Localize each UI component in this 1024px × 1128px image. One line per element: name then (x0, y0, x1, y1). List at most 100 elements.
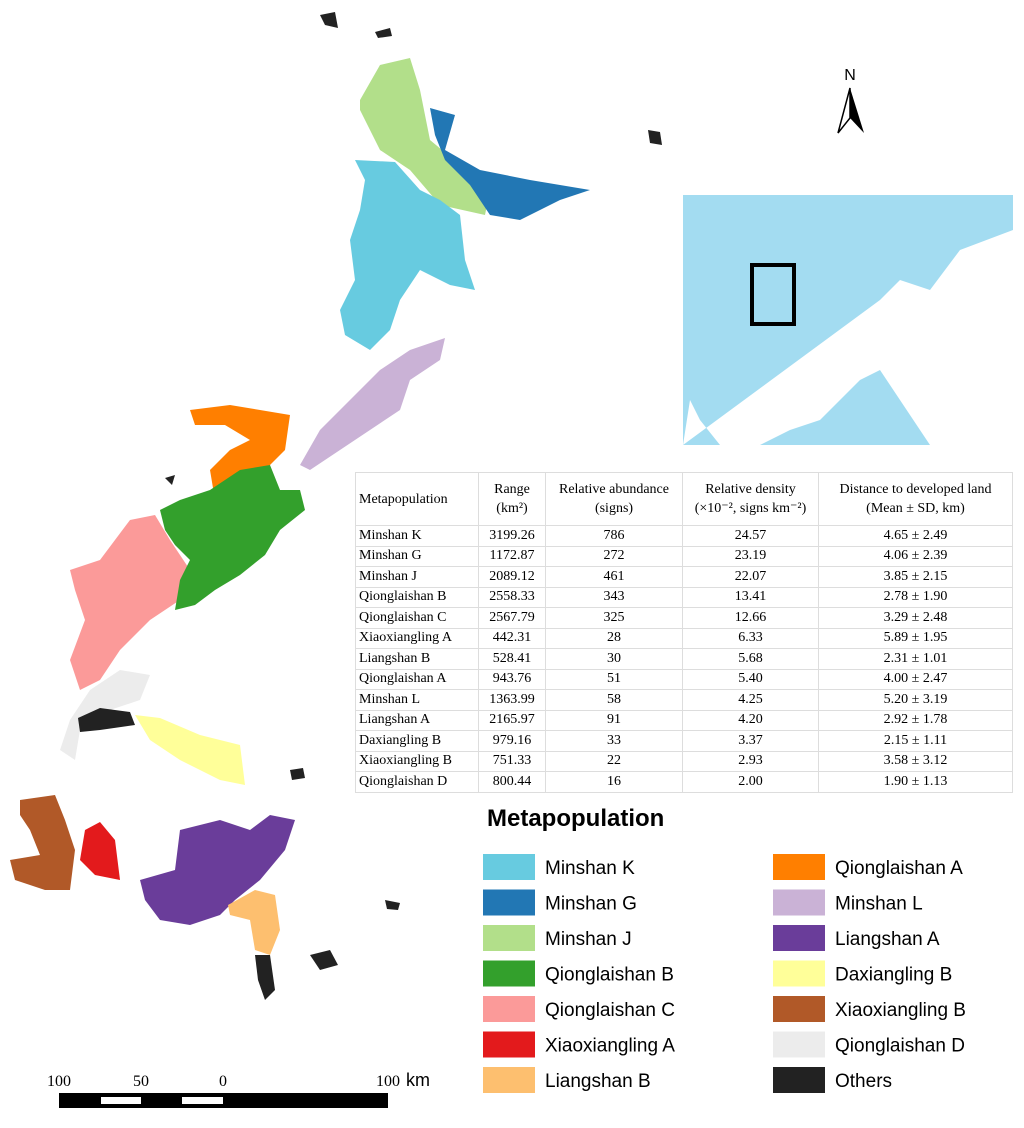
table-cell: Liangshan B (355, 648, 479, 670)
legend-swatch (483, 960, 535, 987)
scale-label: 0 (219, 1073, 227, 1090)
region (320, 12, 338, 28)
legend-label: Liangshan B (545, 1071, 651, 1092)
header-text: (Mean ± SD, km) (866, 501, 965, 516)
table-cell: 943.76 (478, 668, 546, 690)
legend-label: Xiaoxiangling A (545, 1036, 675, 1057)
table-row: Daxiangling B 979.16 33 3.37 2.15 ± 1.11 (355, 730, 1013, 752)
legend-swatch (773, 960, 825, 987)
north-arrow-left (837, 87, 851, 134)
table-cell: 1172.87 (478, 545, 546, 567)
region (60, 670, 150, 760)
legend-swatch (773, 925, 825, 951)
north-arrow-right (850, 88, 864, 133)
table-cell: Liangshan A (355, 709, 479, 731)
table-cell: Daxiangling B (355, 730, 479, 752)
legend-label: Minshan K (545, 858, 635, 879)
header-text: Distance to developed land (839, 482, 992, 497)
table-cell: 979.16 (478, 730, 546, 752)
table-cell: 5.68 (682, 648, 819, 670)
header-text: Range (494, 482, 530, 497)
legend-swatch (773, 1067, 825, 1093)
table-cell: 4.00 ± 2.47 (818, 668, 1013, 690)
table-row: Minshan L 1363.99 58 4.25 5.20 ± 3.19 (355, 689, 1013, 711)
region (135, 715, 245, 785)
table-cell: 1.90 ± 1.13 (818, 771, 1013, 793)
table-header-cell: Range (km²) (478, 472, 546, 526)
table-row: Qionglaishan C 2567.79 325 12.66 3.29 ± 2.48 (355, 607, 1013, 629)
region (228, 890, 280, 955)
header-text: (signs) (594, 501, 634, 516)
table-row: Qionglaishan B 2558.33 343 13.41 2.78 ± 1.90 (355, 586, 1013, 608)
legend-swatch (483, 1067, 535, 1093)
scale-label: 50 (133, 1073, 149, 1090)
table-cell: 5.20 ± 3.19 (818, 689, 1013, 711)
table-cell: Minshan J (355, 566, 479, 588)
table-cell: 2.15 ± 1.11 (818, 730, 1013, 752)
legend-label: Minshan G (545, 894, 637, 915)
region (375, 28, 392, 38)
region (430, 108, 590, 220)
legend: Metapopulation Minshan K Minshan G Minshan… (483, 805, 966, 1093)
table-cell: 28 (545, 627, 683, 649)
region (290, 768, 305, 780)
table-cell: 2.31 ± 1.01 (818, 648, 1013, 670)
table-cell: 3.29 ± 2.48 (818, 607, 1013, 629)
region (385, 900, 400, 910)
legend-swatch (483, 889, 535, 916)
table-cell: 442.31 (478, 627, 546, 649)
region (300, 338, 445, 470)
legend-label: Others (835, 1071, 892, 1092)
header-text: Relative density (705, 482, 796, 497)
table-cell: Minshan L (355, 689, 479, 711)
north-arrow: N (837, 67, 864, 134)
scale-label: 100 (47, 1073, 71, 1090)
table-cell: Qionglaishan B (355, 586, 479, 608)
table-cell: 343 (545, 586, 683, 608)
header-text: Relative abundance (558, 482, 669, 497)
table-cell: 272 (545, 545, 683, 567)
regions (10, 12, 662, 1000)
table-cell: 23.19 (682, 545, 819, 567)
region (160, 465, 305, 610)
table-cell: 786 (545, 525, 683, 547)
legend-swatch (483, 854, 535, 880)
region (340, 160, 475, 350)
table-cell: 4.65 ± 2.49 (818, 525, 1013, 547)
table-cell: 22 (545, 750, 683, 772)
table-cell: 2558.33 (478, 586, 546, 608)
legend-swatch (483, 1031, 535, 1058)
table-cell: 2.92 ± 1.78 (818, 709, 1013, 731)
table-cell: 2567.79 (478, 607, 546, 629)
table-header-cell: Distance to developed land (Mean ± SD, km… (818, 472, 1013, 526)
table-header-cell: Relative abundance (signs) (545, 472, 683, 526)
table-cell: 58 (545, 689, 683, 711)
region (80, 822, 120, 880)
scale-unit: km (406, 1070, 430, 1090)
table-cell: 528.41 (478, 648, 546, 670)
region (140, 815, 295, 925)
legend-swatch (773, 996, 825, 1022)
inset-sea (683, 230, 1013, 445)
region (78, 708, 135, 732)
table-row: Minshan J 2089.12 461 22.07 3.85 ± 2.15 (355, 566, 1013, 588)
legend-swatch (773, 854, 825, 880)
legend-label: Qionglaishan D (835, 1036, 965, 1057)
table-cell: 3.58 ± 3.12 (818, 750, 1013, 772)
legend-label: Qionglaishan B (545, 965, 674, 986)
table-cell: 3.85 ± 2.15 (818, 566, 1013, 588)
legend-label: Daxiangling B (835, 965, 952, 986)
legend-label: Minshan L (835, 894, 923, 915)
table-cell: 13.41 (682, 586, 819, 608)
table-cell: 751.33 (478, 750, 546, 772)
scale-bar: 100 50 0 100 km (47, 1070, 430, 1108)
region (70, 515, 190, 690)
table-cell: 4.25 (682, 689, 819, 711)
table-cell: 30 (545, 648, 683, 670)
table-row: Liangshan A 2165.97 91 4.20 2.92 ± 1.78 (355, 709, 1013, 731)
table-cell: 800.44 (478, 771, 546, 793)
legend-label: Minshan J (545, 929, 632, 950)
region (360, 58, 490, 215)
table-cell: 3199.26 (478, 525, 546, 547)
